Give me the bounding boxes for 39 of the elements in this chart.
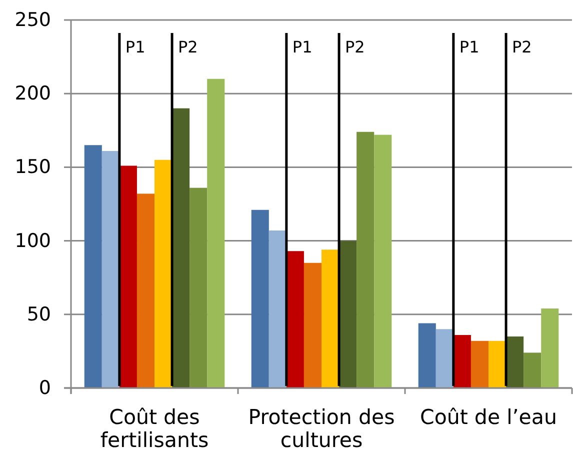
- annotation: P1: [292, 38, 312, 56]
- bar: [339, 240, 357, 388]
- annotation: P2: [345, 38, 365, 56]
- bar: [207, 78, 225, 388]
- bar: [136, 194, 154, 388]
- bar: [304, 262, 322, 388]
- bar: [268, 230, 286, 388]
- bar: [84, 145, 102, 388]
- bar: [154, 160, 172, 388]
- bar: [541, 308, 559, 388]
- bar: [506, 336, 524, 388]
- annotation: P1: [125, 38, 146, 56]
- annotation: P1: [459, 38, 480, 56]
- bar: [251, 210, 269, 388]
- bar: [470, 340, 488, 388]
- annotation: P2: [512, 38, 532, 56]
- y-tick-label: 250: [14, 9, 51, 31]
- bar: [119, 166, 137, 388]
- bar: [418, 323, 436, 388]
- x-tick-label: Coût des fertilisants: [100, 405, 209, 450]
- bar: [488, 340, 506, 388]
- bar: [374, 134, 392, 388]
- bar: [453, 335, 471, 388]
- bar: [190, 188, 208, 388]
- y-tick-label: 200: [14, 82, 51, 105]
- bar: [356, 132, 374, 388]
- x-tick-label: Coût de l’eau: [420, 405, 557, 429]
- y-tick-label: 0: [38, 377, 51, 399]
- y-tick-label: 50: [26, 303, 51, 326]
- x-tick-label: Protection des cultures: [248, 405, 395, 450]
- bar: [322, 250, 340, 388]
- annotation: P2: [178, 38, 198, 56]
- bar: [524, 352, 542, 388]
- y-tick-label: 100: [14, 230, 51, 252]
- bar: [172, 108, 190, 388]
- bar: [436, 329, 454, 388]
- bar: [286, 251, 304, 388]
- bar: [102, 151, 120, 388]
- y-tick-label: 150: [14, 156, 51, 178]
